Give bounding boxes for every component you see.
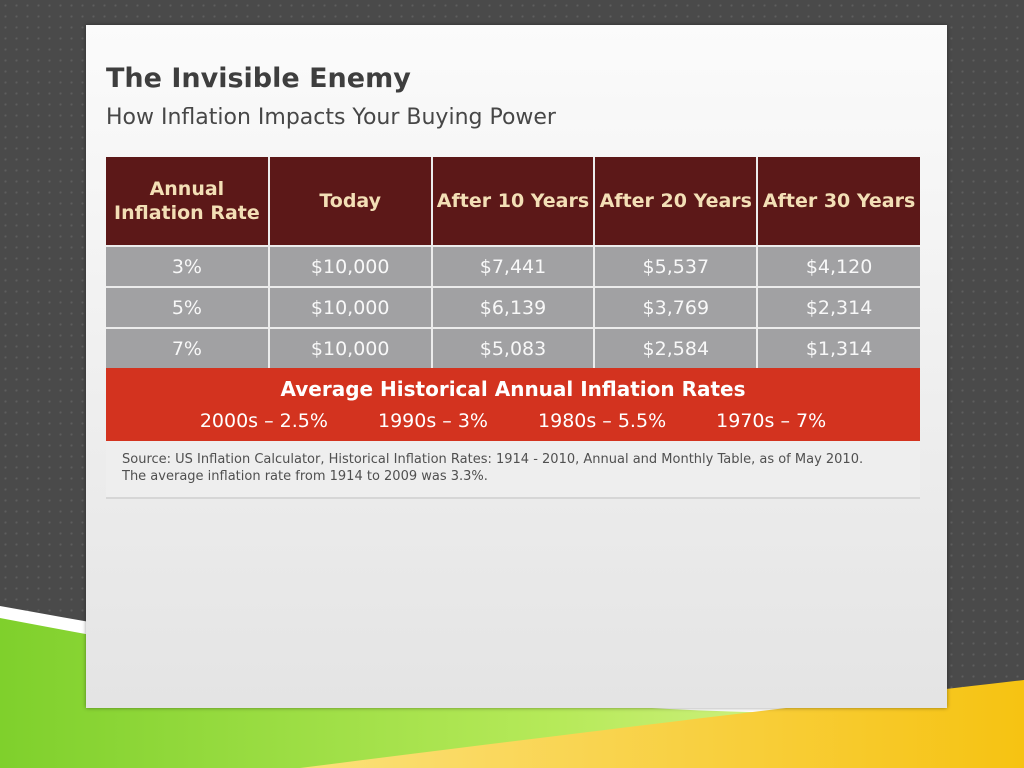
cell-rate: 3% bbox=[106, 245, 270, 287]
table-header-row: Annual Inflation Rate Today After 10 Yea… bbox=[106, 157, 920, 246]
header-today: Today bbox=[268, 157, 433, 246]
cell-today: $10,000 bbox=[268, 327, 433, 368]
historical-rates-title: Average Historical Annual Inflation Rate… bbox=[280, 377, 746, 401]
cell-20-years: $5,537 bbox=[594, 245, 759, 287]
cell-10-years: $6,139 bbox=[431, 286, 596, 328]
historical-rate-1980s: 1980s – 5.5% bbox=[538, 410, 667, 432]
historical-rates-list: 2000s – 2.5% 1990s – 3% 1980s – 5.5% 197… bbox=[106, 410, 920, 432]
source-line-1: Source: US Inflation Calculator, Histori… bbox=[122, 452, 864, 467]
cell-20-years: $2,584 bbox=[594, 327, 759, 368]
source-note: Source: US Inflation Calculator, Histori… bbox=[106, 441, 920, 499]
historical-rates-banner: Average Historical Annual Inflation Rate… bbox=[106, 368, 920, 441]
cell-today: $10,000 bbox=[268, 245, 433, 287]
historical-rate-1970s: 1970s – 7% bbox=[716, 410, 827, 432]
table-row: 5% $10,000 $6,139 $3,769 $2,314 bbox=[106, 286, 920, 328]
cell-30-years: $1,314 bbox=[757, 327, 920, 368]
header-after-30-years: After 30 Years bbox=[757, 157, 920, 246]
cell-30-years: $2,314 bbox=[757, 286, 920, 328]
cell-30-years: $4,120 bbox=[757, 245, 920, 287]
cell-rate: 7% bbox=[106, 327, 270, 368]
header-after-20-years: After 20 Years bbox=[594, 157, 759, 246]
cell-10-years: $7,441 bbox=[431, 245, 596, 287]
header-after-10-years: After 10 Years bbox=[431, 157, 596, 246]
cell-20-years: $3,769 bbox=[594, 286, 759, 328]
slide-card: The Invisible Enemy How Inflation Impact… bbox=[86, 25, 947, 708]
cell-today: $10,000 bbox=[268, 286, 433, 328]
slide-title: The Invisible Enemy bbox=[106, 63, 411, 94]
historical-rate-1990s: 1990s – 3% bbox=[377, 410, 488, 432]
inflation-table: Annual Inflation Rate Today After 10 Yea… bbox=[106, 157, 920, 368]
cell-rate: 5% bbox=[106, 286, 270, 328]
source-line-2: The average inflation rate from 1914 to … bbox=[122, 469, 488, 484]
inflation-table-panel: Annual Inflation Rate Today After 10 Yea… bbox=[106, 157, 920, 499]
cell-10-years: $5,083 bbox=[431, 327, 596, 368]
slide-subtitle: How Inflation Impacts Your Buying Power bbox=[106, 105, 556, 130]
table-row: 3% $10,000 $7,441 $5,537 $4,120 bbox=[106, 245, 920, 287]
header-annual-inflation-rate: Annual Inflation Rate bbox=[106, 157, 270, 246]
table-row: 7% $10,000 $5,083 $2,584 $1,314 bbox=[106, 327, 920, 368]
historical-rate-2000s: 2000s – 2.5% bbox=[199, 410, 328, 432]
